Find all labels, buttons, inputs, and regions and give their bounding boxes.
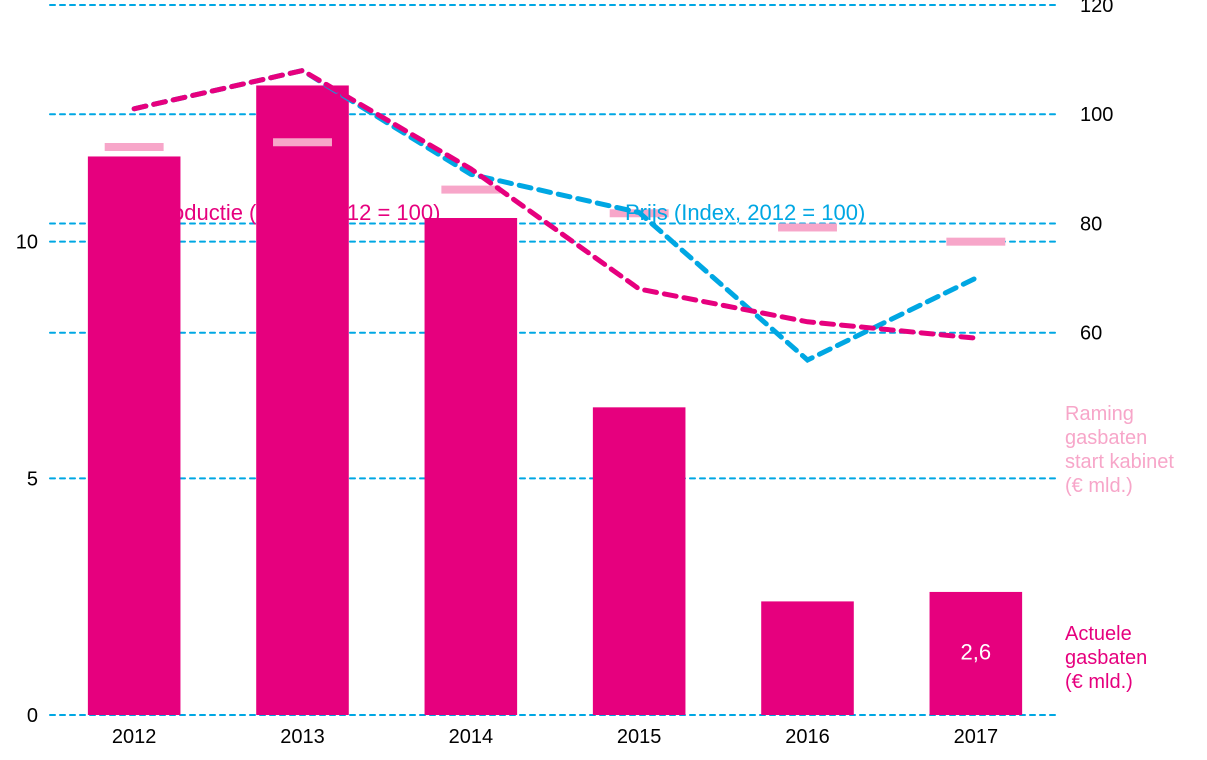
legend-raming-line: gasbaten: [1065, 427, 1147, 449]
legend-productie: Productie (Index, 2012 = 100): [150, 200, 440, 225]
raming-marker: [273, 138, 332, 146]
gas-revenue-chart: 2,6 0 5 10 60 80 100 120 2012 2013 2014 2015 2016 201…: [0, 0, 1207, 760]
x-tick-label: 2013: [280, 726, 325, 748]
bar: [88, 156, 181, 715]
legend-prijs: Prijs (Index, 2012 = 100): [625, 200, 865, 225]
y-right-tick-label: 60: [1080, 323, 1102, 345]
legend-actuele-line: (€ mld.): [1065, 671, 1133, 693]
legend-raming-line: Raming: [1065, 403, 1134, 425]
legend-actuele-line: Actuele: [1065, 623, 1132, 645]
y-right-tick-label: 120: [1080, 0, 1113, 17]
x-tick-label: 2016: [785, 726, 830, 748]
bar: [593, 407, 686, 715]
bar: [256, 85, 349, 715]
y-left-tick-label: 0: [27, 705, 38, 727]
y-left-tick-label: 5: [27, 468, 38, 490]
y-right-tick-label: 80: [1080, 213, 1102, 235]
x-tick-label: 2015: [617, 726, 662, 748]
y-left-tick-label: 10: [16, 232, 38, 254]
x-tick-label: 2014: [449, 726, 494, 748]
legend-raming-line: start kabinet: [1065, 451, 1174, 473]
x-tick-label: 2017: [954, 726, 999, 748]
legend-raming-line: (€ mld.): [1065, 475, 1133, 497]
y-right-tick-label: 100: [1080, 104, 1113, 126]
bar-value-label: 2,6: [961, 639, 992, 664]
raming-marker: [441, 186, 500, 194]
x-tick-label: 2012: [112, 726, 157, 748]
bar: [761, 601, 854, 715]
legend-actuele-line: gasbaten: [1065, 647, 1147, 669]
bar: [425, 218, 518, 715]
raming-marker: [105, 143, 164, 151]
raming-marker: [946, 238, 1005, 246]
